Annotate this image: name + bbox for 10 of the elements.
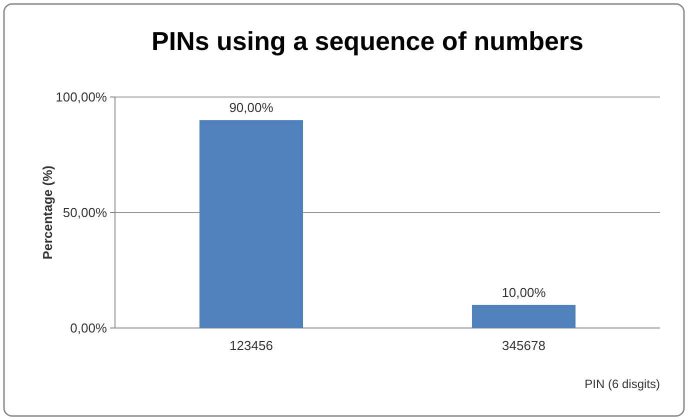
y-tick-label: 50,00% xyxy=(62,205,108,220)
y-axis-title: Percentage (%) xyxy=(40,166,55,260)
chart-title: PINs using a sequence of numbers xyxy=(152,26,584,56)
data-label: 10,00% xyxy=(502,284,546,300)
y-tick-label: 0,00% xyxy=(70,320,108,336)
x-tick-label: 345678 xyxy=(502,338,546,353)
y-tick-label: 100,00% xyxy=(56,90,108,105)
x-axis-title: PIN (6 disgits) xyxy=(584,377,660,391)
data-label: 90,00% xyxy=(229,100,274,116)
x-tick-label: 123456 xyxy=(230,338,273,353)
